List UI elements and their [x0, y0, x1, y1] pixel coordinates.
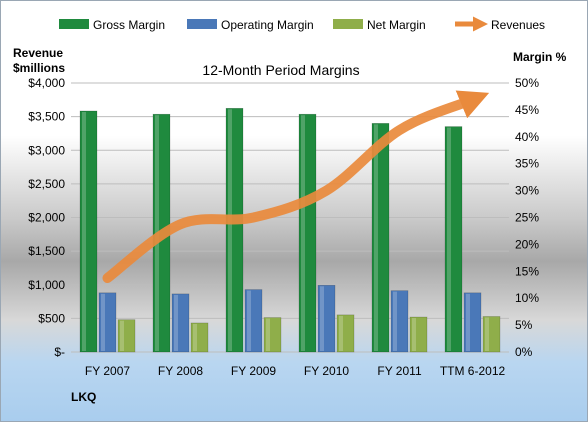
right-tick-label: 45%: [515, 103, 539, 117]
operating-margin-bar: [171, 293, 190, 353]
legend-label-net: Net Margin: [367, 18, 426, 32]
net-margin-bar: [482, 316, 501, 353]
gross-margin-bar: [444, 126, 463, 353]
left-tick-label: $3,000: [28, 143, 65, 157]
operating-margin-bar: [244, 289, 263, 353]
legend: Gross Margin Operating Margin Net Margin…: [59, 16, 545, 32]
legend-label-operating: Operating Margin: [221, 18, 314, 32]
left-tick-label: $1,000: [28, 278, 65, 292]
net-margin-bar-highlight: [339, 315, 343, 351]
net-margin-bar-highlight: [266, 318, 270, 351]
left-tick-label: $4,000: [28, 76, 65, 90]
category-label: FY 2011: [377, 364, 422, 378]
gross-margin-bar-highlight: [374, 124, 378, 351]
gross-margin-bar-highlight: [228, 109, 232, 351]
category-label: TTM 6-2012: [440, 364, 506, 378]
left-tick-label: $-: [54, 345, 65, 359]
operating-margin-bar-highlight: [320, 286, 324, 351]
left-tick-label: $3,500: [28, 110, 65, 124]
operating-margin-bar-highlight: [466, 293, 470, 351]
right-tick-label: 50%: [515, 76, 539, 90]
operating-margin-bar: [317, 284, 336, 353]
operating-margin-bar-highlight: [393, 291, 397, 351]
operating-margin-bar: [390, 290, 409, 353]
category-label: FY 2010: [304, 364, 349, 378]
left-tick-label: $500: [38, 311, 65, 325]
left-tick-label: $2,500: [28, 177, 65, 191]
operating-margin-bar-highlight: [101, 293, 105, 351]
net-margin-bar-highlight: [485, 317, 489, 351]
right-tick-label: 25%: [515, 211, 539, 225]
net-margin-bar-highlight: [193, 323, 197, 351]
left-axis-title-line2: $millions: [13, 61, 65, 75]
left-tick-label: $2,000: [28, 211, 65, 225]
right-tick-label: 20%: [515, 237, 539, 251]
legend-swatch-gross: [59, 19, 89, 29]
right-axis-title: Margin %: [513, 50, 567, 64]
right-tick-label: 5%: [515, 318, 533, 332]
legend-swatch-operating: [187, 19, 217, 29]
gross-margin-bar: [371, 123, 390, 353]
category-labels: FY 2007 FY 2008 FY 2009 FY 2010 FY 2011 TTM 6…: [85, 364, 506, 378]
gridlines: [71, 82, 509, 353]
net-margin-bar: [409, 316, 428, 353]
operating-margin-bar: [98, 292, 117, 353]
right-tick-label: 10%: [515, 291, 539, 305]
right-tick-label: 0%: [515, 345, 533, 359]
right-axis-ticks: 0% 5% 10% 15% 20% 25% 30% 35% 40% 45% 50%: [515, 76, 539, 359]
category-label: FY 2009: [231, 364, 276, 378]
gross-margin-bar-highlight: [82, 111, 86, 351]
category-label: FY 2008: [158, 364, 203, 378]
footer-label: LKQ: [71, 390, 96, 404]
operating-margin-bar-highlight: [174, 294, 178, 351]
gross-margin-bar: [298, 113, 317, 353]
net-margin-bar: [263, 317, 282, 353]
net-margin-bar-highlight: [412, 318, 416, 351]
gross-margin-bar-highlight: [447, 127, 451, 351]
operating-margin-bar-highlight: [247, 290, 251, 351]
revenue-line: [102, 90, 490, 284]
revenues-line: [102, 90, 490, 284]
net-margin-bar-highlight: [120, 320, 124, 351]
net-margin-bar: [117, 319, 136, 353]
left-axis-ticks: $- $500 $1,000 $1,500 $2,000 $2,500 $3,000 $3,5…: [28, 76, 65, 359]
right-tick-label: 40%: [515, 130, 539, 144]
legend-swatch-net: [333, 19, 363, 29]
gross-margin-bar: [225, 107, 244, 353]
net-margin-bar: [190, 322, 209, 353]
legend-label-revenues: Revenues: [491, 18, 545, 32]
right-tick-label: 15%: [515, 264, 539, 278]
category-label: FY 2007: [85, 364, 130, 378]
gross-margin-bar: [79, 110, 98, 353]
left-tick-label: $1,500: [28, 244, 65, 258]
gross-margin-bar-highlight: [301, 115, 305, 351]
net-margin-bar: [336, 314, 355, 353]
left-axis-title-line1: Revenue: [13, 46, 63, 60]
legend-label-gross: Gross Margin: [93, 18, 165, 32]
right-tick-label: 35%: [515, 157, 539, 171]
chart-title: 12-Month Period Margins: [202, 62, 359, 78]
right-tick-label: 30%: [515, 184, 539, 198]
operating-margin-bar: [463, 292, 482, 353]
bars: [79, 107, 501, 353]
